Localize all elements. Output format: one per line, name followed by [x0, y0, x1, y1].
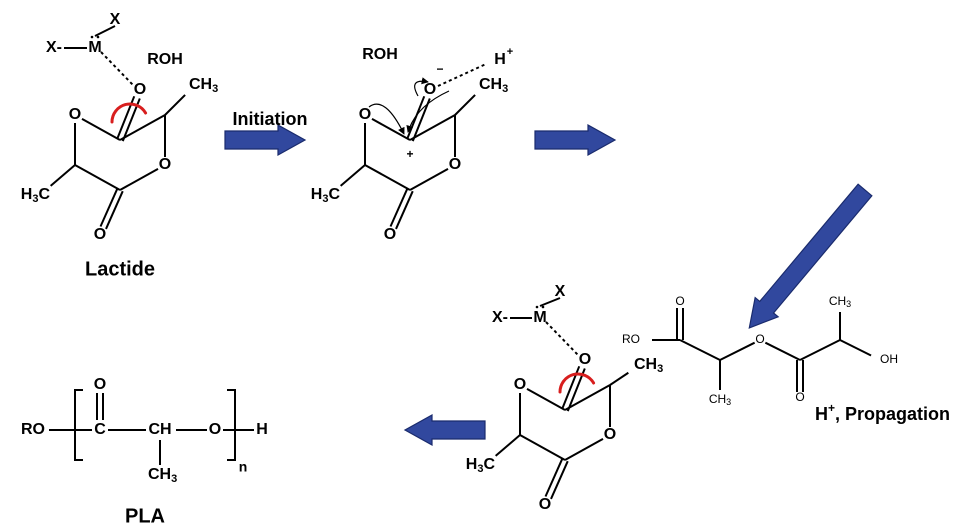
svg-text:ROH: ROH — [147, 51, 183, 68]
svg-text:OH: OH — [880, 352, 898, 366]
svg-text:O: O — [209, 421, 221, 438]
svg-text:H3C: H3C — [466, 456, 496, 475]
svg-text:H: H — [256, 421, 268, 438]
svg-text:O: O — [134, 81, 146, 98]
svg-text:CH: CH — [148, 421, 171, 438]
svg-text:−: − — [436, 62, 443, 76]
svg-text:H: H — [494, 51, 506, 68]
svg-text:M: M — [533, 309, 546, 326]
svg-text:X: X — [110, 11, 121, 28]
svg-text:O: O — [384, 226, 396, 243]
svg-text:CH3: CH3 — [148, 466, 177, 485]
red-arc — [112, 104, 146, 122]
caption-lactide: Lactide — [85, 258, 155, 280]
label-initiation: Initiation — [233, 109, 308, 129]
svg-text:O: O — [359, 106, 371, 123]
svg-text:O: O — [94, 376, 106, 393]
svg-text:C: C — [94, 421, 106, 438]
svg-text:O: O — [539, 496, 551, 513]
svg-text:O: O — [795, 390, 804, 404]
svg-text:O: O — [449, 156, 461, 173]
label-propagation: H+, Propagation — [815, 401, 950, 424]
svg-text:+: + — [507, 46, 513, 58]
svg-text:H3C: H3C — [311, 186, 341, 205]
svg-text:X-: X- — [492, 309, 508, 326]
reaction-arrow — [738, 180, 877, 337]
svg-text:CH3: CH3 — [479, 76, 508, 95]
svg-text:O: O — [604, 426, 616, 443]
svg-text:n: n — [239, 459, 248, 475]
svg-text:CH3: CH3 — [709, 392, 731, 407]
reaction-arrow — [225, 125, 305, 155]
svg-text:ROH: ROH — [362, 46, 398, 63]
svg-text:CH3: CH3 — [189, 76, 218, 95]
caption-pla: PLA — [125, 505, 165, 523]
svg-text:H3C: H3C — [21, 186, 51, 205]
reaction-arrow — [405, 415, 485, 445]
svg-text:X-: X- — [46, 39, 62, 56]
svg-text:O: O — [755, 332, 764, 346]
svg-text:CH3: CH3 — [634, 356, 663, 375]
svg-text:O: O — [675, 294, 684, 308]
svg-text:+: + — [406, 147, 413, 161]
reaction-scheme: OOOOCH3H3CMXX-ROHLactideOOOOCH3H3CROHH++… — [0, 0, 954, 523]
svg-text:O: O — [94, 226, 106, 243]
svg-text:O: O — [159, 156, 171, 173]
svg-text:CH3: CH3 — [829, 294, 851, 309]
reaction-arrow — [535, 125, 615, 155]
svg-text:O: O — [514, 376, 526, 393]
svg-text:X: X — [555, 283, 566, 300]
svg-text:RO: RO — [622, 332, 640, 346]
svg-text:O: O — [69, 106, 81, 123]
svg-text:O: O — [579, 351, 591, 368]
svg-text:M: M — [88, 39, 101, 56]
svg-text:RO: RO — [21, 421, 45, 438]
svg-text:O: O — [424, 81, 436, 98]
